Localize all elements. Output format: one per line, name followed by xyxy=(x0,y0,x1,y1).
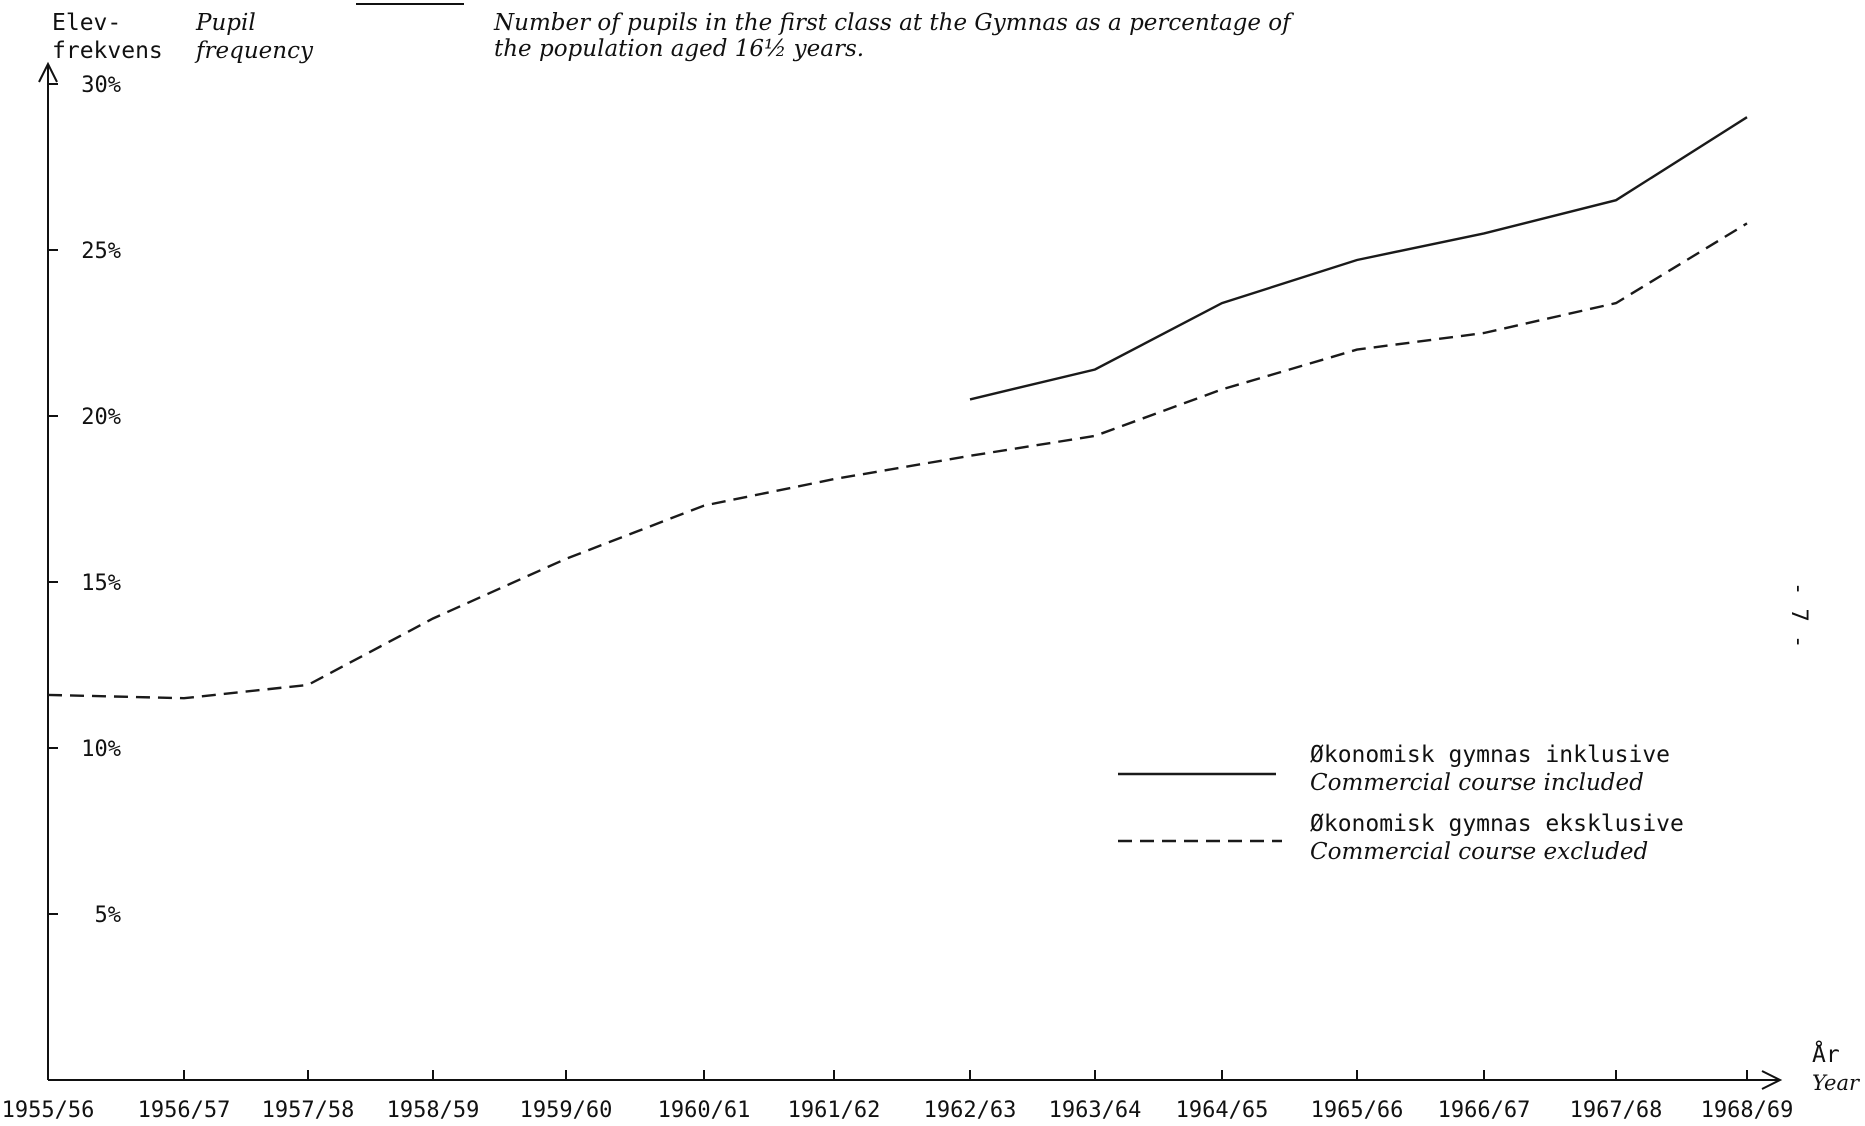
ylabel-no-line2: frekvens xyxy=(52,38,163,64)
x-tick-label: 1961/62 xyxy=(788,1098,881,1123)
x-tick-label: 1965/66 xyxy=(1311,1098,1404,1123)
legend: Økonomisk gymnas inklusive Commercial co… xyxy=(1118,742,1684,865)
legend-solid-label-en: Commercial course included xyxy=(1310,770,1644,796)
x-tick-label: 1959/60 xyxy=(520,1098,613,1123)
legend-dashed-label-en: Commercial course excluded xyxy=(1310,839,1648,865)
x-axis-label-no: År xyxy=(1812,1040,1840,1068)
x-ticks: 1955/56 1956/57 1957/58 1958/59 1959/60 1960/… xyxy=(2,1070,1794,1123)
caption-en-line1: Number of pupils in the first class at t… xyxy=(493,10,1294,36)
side-page-mark: - 7 - xyxy=(1786,582,1811,648)
series-line-commercial-excluded xyxy=(47,222,1748,700)
x-axis-arrow xyxy=(1761,1070,1783,1090)
x-axis-label-en: Year xyxy=(1812,1071,1861,1095)
x-tick-label: 1962/63 xyxy=(924,1098,1017,1123)
x-tick-label: 1958/59 xyxy=(387,1098,480,1123)
x-tick-label: 1964/65 xyxy=(1176,1098,1269,1123)
x-tick-label: 1967/68 xyxy=(1570,1098,1663,1123)
y-tick-label: 5% xyxy=(95,903,122,928)
x-tick-label: 1957/58 xyxy=(262,1098,355,1123)
y-axis-arrow xyxy=(38,61,58,83)
legend-solid-label-no: Økonomisk gymnas inklusive xyxy=(1310,742,1670,768)
x-tick-label: 1960/61 xyxy=(658,1098,751,1123)
y-ticks: 5% 10% 15% 20% 25% 30% xyxy=(48,73,121,928)
ylabel-en-line1: Pupil xyxy=(195,10,256,36)
x-tick-label: 1968/69 xyxy=(1701,1098,1794,1123)
y-tick-label: 30% xyxy=(81,73,121,98)
y-tick-label: 25% xyxy=(81,239,121,264)
x-tick-label: 1963/64 xyxy=(1049,1098,1142,1123)
y-tick-label: 10% xyxy=(81,737,121,762)
series-line-commercial-included xyxy=(969,116,1748,401)
series-layer xyxy=(47,116,1748,700)
x-tick-label: 1955/56 xyxy=(2,1098,95,1123)
ylabel-en-line2: frequency xyxy=(194,38,314,64)
y-tick-label: 15% xyxy=(81,571,121,596)
legend-dashed-label-no: Økonomisk gymnas eksklusive xyxy=(1310,811,1684,837)
caption-en-line2: the population aged 16½ years. xyxy=(494,36,864,62)
x-tick-label: 1956/57 xyxy=(138,1098,231,1123)
ylabel-no-line1: Elev- xyxy=(52,10,121,36)
x-tick-label: 1966/67 xyxy=(1438,1098,1531,1123)
y-tick-label: 20% xyxy=(81,405,121,430)
